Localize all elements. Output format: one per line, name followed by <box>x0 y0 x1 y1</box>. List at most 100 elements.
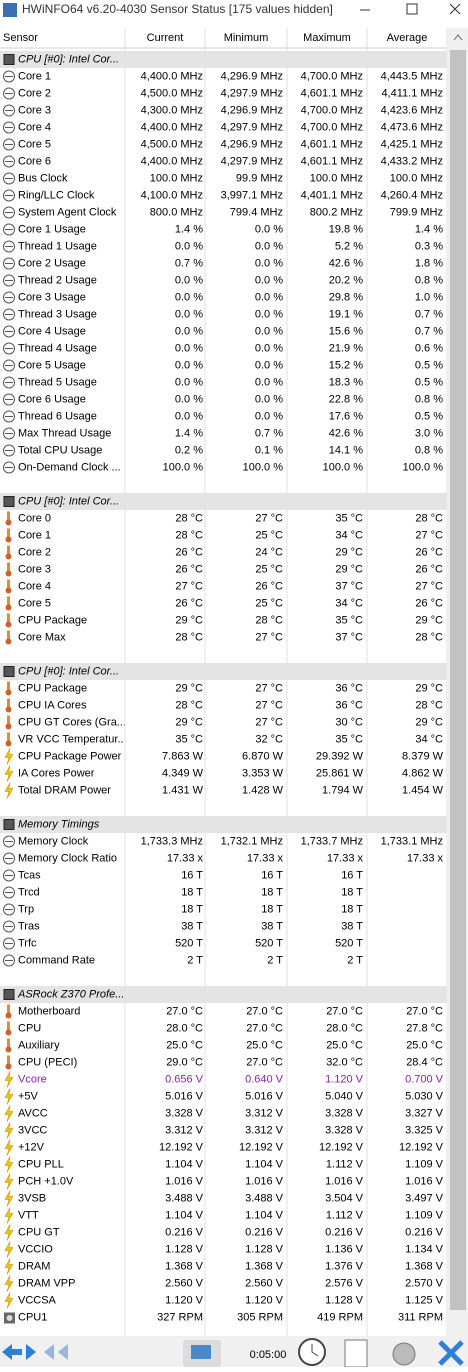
sensor-value: 100.0 MHz <box>390 172 443 184</box>
sensor-value: 26 °C <box>175 563 203 575</box>
group-header <box>0 663 447 680</box>
sensor-name: CPU Package Power <box>18 750 122 762</box>
scroll-up[interactable] <box>453 34 463 41</box>
sensor-value: 1.104 V <box>165 1158 204 1170</box>
sensor-name: CPU (PECI) <box>18 1056 77 1068</box>
sensor-value: 0.0 % <box>255 257 283 269</box>
sensor-value: 29 °C <box>175 614 203 626</box>
sensor-value: 35 °C <box>175 733 203 745</box>
voltage-icon <box>4 1258 14 1275</box>
sensor-value: 4.862 W <box>402 767 444 779</box>
sensor-value: 36 °C <box>335 699 363 711</box>
sensor-name: On-Demand Clock ... <box>18 461 121 473</box>
sensor-name: Thread 5 Usage <box>18 376 97 388</box>
thermometer-bulb <box>5 1012 12 1019</box>
thermometer-bulb <box>5 638 12 645</box>
sensor-value: 12.192 V <box>399 1141 444 1153</box>
sensor-value: 27 °C <box>255 699 283 711</box>
sensor-value: 520 T <box>335 937 363 949</box>
nav-right-button[interactable] <box>44 1344 68 1360</box>
sensor-name: Motherboard <box>18 1005 80 1017</box>
thermometer-bulb <box>5 1046 12 1053</box>
sensor-value: 4,297.9 MHz <box>221 155 283 167</box>
sensor-value: 16 T <box>261 869 283 881</box>
sensor-value: 5.040 V <box>325 1090 364 1102</box>
sensor-value: 520 T <box>175 937 203 949</box>
sensor-value: 327 RPM <box>157 1311 203 1323</box>
sensor-name: CPU GT <box>18 1226 60 1238</box>
sensor-value: 1.112 V <box>326 1209 364 1221</box>
sensor-value: 42.6 % <box>329 427 363 439</box>
sensor-name: VCCSA <box>18 1294 57 1306</box>
sensor-value: 3.327 V <box>405 1107 444 1119</box>
voltage-icon <box>4 1173 14 1190</box>
column-label: Sensor <box>3 32 38 44</box>
sensor-value: 29 °C <box>415 682 443 694</box>
sensor-value: 3.312 V <box>245 1124 284 1136</box>
sensor-value: 0.3 % <box>415 240 443 252</box>
sensor-value: 4,500.0 MHz <box>141 87 203 99</box>
sensor-name: Core 4 <box>18 121 51 133</box>
group-title: ASRock Z370 Profe... <box>17 988 124 1000</box>
settings-button[interactable] <box>392 1342 416 1366</box>
sensor-name: Core 3 Usage <box>18 291 86 303</box>
sensor-value: 27.0 °C <box>406 1005 443 1017</box>
sensor-value: 34 °C <box>415 733 443 745</box>
chip-icon <box>3 666 15 677</box>
thermometer-bulb <box>5 740 12 747</box>
sensor-name: Auxiliary <box>18 1039 60 1051</box>
sensor-value: 0.0 % <box>255 240 283 252</box>
sensor-value: 29 °C <box>175 682 203 694</box>
sensor-value: 37 °C <box>335 580 363 592</box>
sensor-value: 1.4 % <box>175 223 203 235</box>
sensor-value: 34 °C <box>335 529 363 541</box>
sensor-value: 2.560 V <box>165 1277 204 1289</box>
nav-left-button[interactable] <box>2 1344 36 1360</box>
voltage-icon <box>4 765 14 782</box>
close-button[interactable] <box>449 3 461 15</box>
maximize-button[interactable] <box>406 3 418 15</box>
sensor-name: Thread 3 Usage <box>18 308 97 320</box>
thermometer-icon <box>7 562 10 573</box>
close-toolbar-button[interactable] <box>438 1340 464 1366</box>
report-button[interactable] <box>344 1339 368 1368</box>
sensor-value: 28 °C <box>175 631 203 643</box>
thermometer-icon <box>7 579 10 590</box>
sensor-value: 21.9 % <box>329 342 363 354</box>
sensor-name: Trp <box>18 903 34 915</box>
sensor-value: 22.8 % <box>329 393 363 405</box>
thermometer-icon <box>7 1055 10 1066</box>
sensor-value: 27 °C <box>175 580 203 592</box>
sensor-value: 0.216 V <box>245 1226 284 1238</box>
sensor-value: 0.0 % <box>255 393 283 405</box>
thermometer-bulb <box>5 1063 12 1070</box>
sensor-value: 1.376 V <box>325 1260 364 1272</box>
sensor-value: 0.1 % <box>255 444 283 456</box>
sensor-name: Total DRAM Power <box>18 784 111 796</box>
chip-icon <box>3 54 15 65</box>
sensor-value: 1.120 V <box>165 1294 204 1306</box>
sensor-name: Core 3 <box>18 104 51 116</box>
scroll-thumb[interactable] <box>450 50 466 1310</box>
sensor-value: 100.0 % <box>323 461 364 473</box>
sensor-value: 2.576 V <box>325 1277 364 1289</box>
sensor-value: 26 °C <box>415 546 443 558</box>
sensor-value: 2 T <box>347 954 363 966</box>
sensor-value: 1.109 V <box>405 1158 444 1170</box>
sensor-value: 25 °C <box>255 529 283 541</box>
chip-icon <box>3 989 15 1000</box>
sensor-value: 800.2 MHz <box>310 206 363 218</box>
thermometer-icon <box>7 613 10 624</box>
thermometer-icon <box>7 511 10 522</box>
thermometer-bulb <box>5 587 12 594</box>
sensor-value: 1.016 V <box>405 1175 444 1187</box>
sensor-value: 1.128 V <box>165 1243 204 1255</box>
sensor-value: 0.0 % <box>255 342 283 354</box>
sensor-value: 2.570 V <box>405 1277 444 1289</box>
sensor-value: 0.0 % <box>175 325 203 337</box>
sensor-value: 17.6 % <box>329 410 363 422</box>
voltage-icon <box>4 1241 14 1258</box>
sensor-value: 2 T <box>267 954 283 966</box>
network-icon <box>191 1345 211 1359</box>
sensor-value: 25.0 °C <box>246 1039 283 1051</box>
